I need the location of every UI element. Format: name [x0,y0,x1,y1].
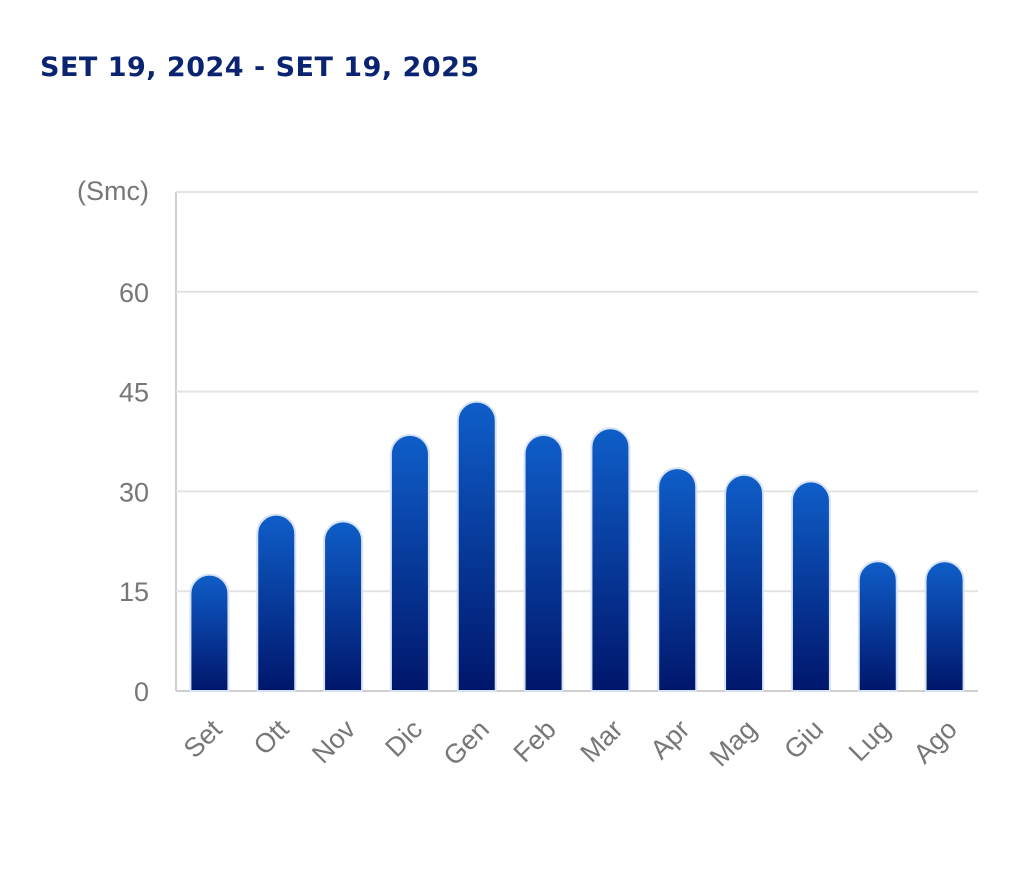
bar-ott[interactable] [256,513,297,692]
x-tick-label: Ago [908,714,963,769]
y-tick-label: 0 [134,677,149,707]
y-tick-label: 15 [119,577,149,607]
bar-dic[interactable] [389,433,430,692]
x-axis-labels: Set Ott Nov Dic Gen Feb Mar Apr Mag Giu Lug Ago [178,714,963,773]
x-tick-label: Gen [438,714,495,771]
x-tick-label: Nov [306,714,362,770]
bar-lug[interactable] [857,560,898,692]
x-tick-label: Giu [778,714,829,765]
bar-mag[interactable] [724,473,765,692]
y-axis-ticks: 0 15 30 45 60 [119,278,149,707]
bar-gen[interactable] [456,400,497,692]
x-tick-label: Feb [508,714,562,768]
x-tick-label: Lug [843,714,896,767]
x-tick-label: Dic [379,714,428,763]
x-tick-label: Mar [575,714,629,768]
y-tick-label: 60 [119,278,149,308]
x-tick-label: Set [178,714,228,764]
x-tick-label: Apr [645,714,696,765]
period-title: SET 19, 2024 - SET 19, 2025 [40,52,480,83]
bars [189,400,965,692]
y-tick-label: 30 [119,477,149,507]
bar-apr[interactable] [657,467,698,692]
bar-feb[interactable] [523,433,564,692]
bar-nov[interactable] [323,520,364,692]
bar-giu[interactable] [790,480,831,692]
x-tick-label: Ott [248,714,295,761]
bar-ago[interactable] [924,560,965,692]
grid-lines [175,191,978,692]
bar-set[interactable] [189,573,230,692]
bar-mar[interactable] [590,427,631,692]
y-tick-label: 45 [119,378,149,408]
x-tick-label: Mag [704,714,762,772]
y-axis-unit-label: (Smc) [77,176,149,206]
